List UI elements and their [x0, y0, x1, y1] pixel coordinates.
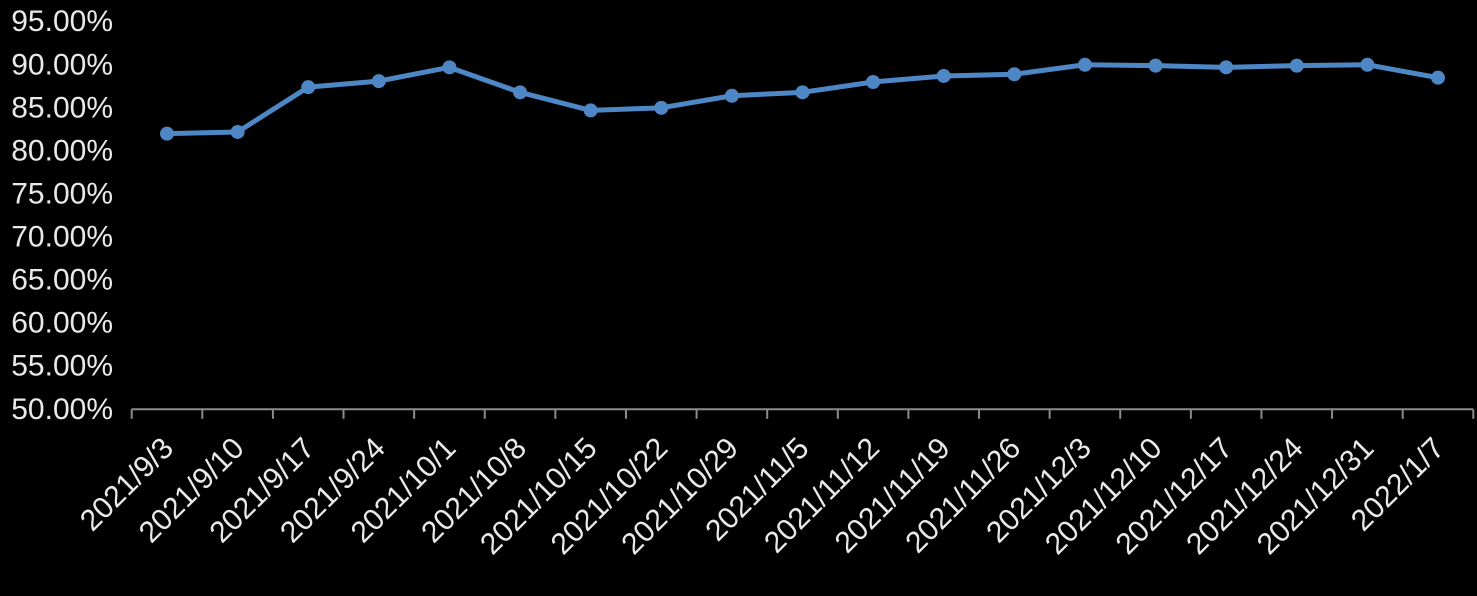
data-point-marker: [583, 103, 598, 118]
data-point-marker: [1077, 57, 1092, 72]
data-point-marker: [866, 74, 881, 89]
y-axis-tick-label: 60.00%: [11, 307, 113, 340]
data-point-marker: [1219, 60, 1234, 75]
data-point-marker: [1289, 58, 1304, 73]
data-point-marker: [1360, 57, 1375, 72]
data-point-marker: [936, 68, 951, 83]
data-point-marker: [795, 85, 810, 100]
y-axis-tick-label: 95.00%: [11, 5, 113, 38]
y-axis-tick-label: 50.00%: [11, 393, 113, 426]
data-point-marker: [442, 60, 457, 75]
y-axis-tick-label: 85.00%: [11, 91, 113, 124]
y-axis-tick-label: 65.00%: [11, 264, 113, 297]
y-axis-tick-label: 75.00%: [11, 177, 113, 210]
data-point-marker: [1148, 58, 1163, 73]
data-point-marker: [301, 80, 316, 95]
data-point-marker: [230, 124, 245, 139]
y-axis-tick-label: 80.00%: [11, 134, 113, 167]
data-point-marker: [1430, 70, 1445, 85]
data-point-marker: [513, 85, 528, 100]
data-point-marker: [724, 88, 739, 103]
data-point-marker: [1007, 67, 1022, 82]
data-point-marker: [371, 74, 386, 89]
y-axis-tick-label: 55.00%: [11, 350, 113, 383]
data-point-marker: [654, 100, 669, 115]
data-point-marker: [160, 126, 175, 141]
y-axis-tick-label: 90.00%: [11, 48, 113, 81]
y-axis-tick-label: 70.00%: [11, 221, 113, 254]
